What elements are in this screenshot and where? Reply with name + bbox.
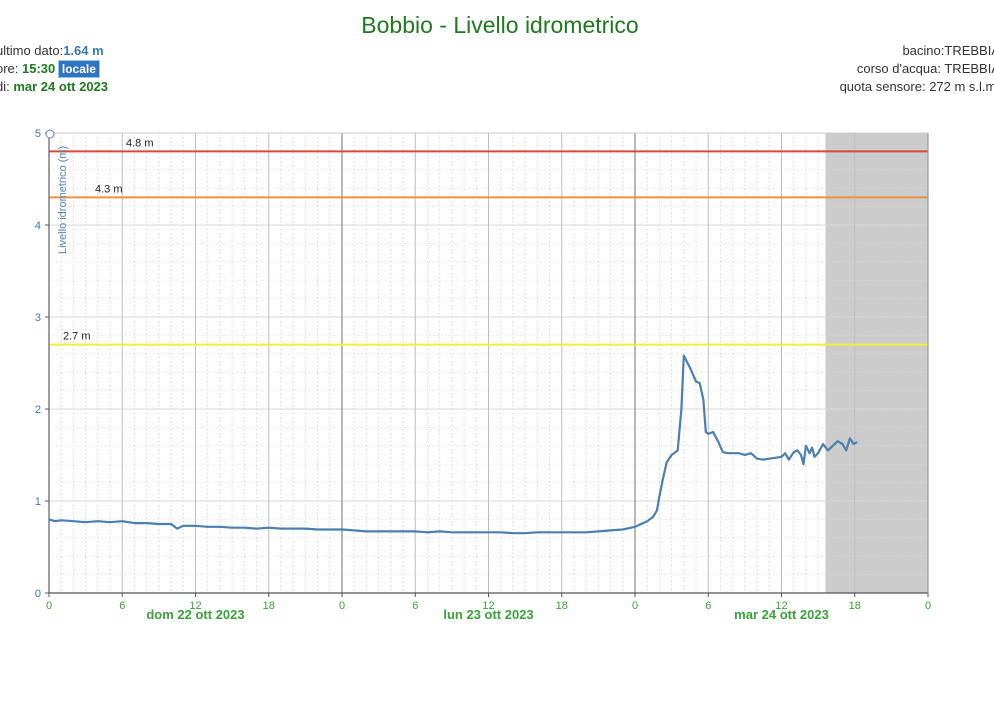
x-tick-label: 12 <box>775 600 787 612</box>
threshold-label: 4.8 m <box>126 137 154 149</box>
x-tick-label: 0 <box>925 600 931 612</box>
time-row: ore: 15:30 locale <box>0 60 108 78</box>
locale-badge[interactable]: locale <box>57 60 100 78</box>
series-line <box>48 354 858 535</box>
day-label: lun 23 ott 2023 <box>443 607 533 622</box>
chart-title: Bobbio - Livello idrometrico <box>361 12 639 38</box>
x-tick-label: 0 <box>632 600 638 612</box>
y-axis-label: Livello idrometrico (m) <box>57 146 69 254</box>
x-tick-label: 6 <box>412 600 418 612</box>
y-tick-label: 3 <box>35 312 41 324</box>
date-value: mar 24 ott 2023 <box>13 79 109 94</box>
x-tick-label: 0 <box>339 600 345 612</box>
y-tick-label: 1 <box>35 496 41 508</box>
x-tick-label: 6 <box>119 600 125 612</box>
day-label: dom 22 ott 2023 <box>146 607 244 622</box>
info-left: ultimo dato:1.64 m ore: 15:30 locale di:… <box>0 42 108 96</box>
corso-text: corso d'acqua: TREBBIA <box>856 61 994 76</box>
info-right: bacino:TREBBIA corso d'acqua: TREBBIA qu… <box>840 42 994 96</box>
x-tick-label: 6 <box>705 600 711 612</box>
last-data-label: ultimo dato: <box>0 43 64 58</box>
x-tick-label: 12 <box>482 600 494 612</box>
x-tick-label: 12 <box>189 600 201 612</box>
bacino-text: bacino:TREBBIA <box>902 43 994 58</box>
quota-text: quota sensore: 272 m s.l.m. <box>839 79 994 94</box>
date-label: di: <box>0 79 10 94</box>
threshold-label: 2.7 m <box>63 331 91 343</box>
day-label: mar 24 ott 2023 <box>734 607 829 622</box>
time-value: 15:30 <box>22 61 56 76</box>
last-data-row: ultimo dato:1.64 m <box>0 42 108 60</box>
x-tick-label: 18 <box>556 600 568 612</box>
threshold-label: 4.3 m <box>95 183 123 195</box>
date-row: di: mar 24 ott 2023 <box>0 78 108 96</box>
y-tick-label: 2 <box>35 404 41 416</box>
y-tick-label: 5 <box>35 128 41 140</box>
future-area <box>825 133 928 593</box>
last-data-value: 1.64 m <box>63 43 104 58</box>
y-tick-label: 4 <box>35 220 41 232</box>
y-tick-label: 0 <box>35 588 41 600</box>
x-tick-label: 18 <box>849 600 861 612</box>
zoom-reset-icon <box>45 129 55 139</box>
time-label: ore: <box>0 61 19 76</box>
x-tick-label: 0 <box>46 600 52 612</box>
x-tick-label: 18 <box>263 600 275 612</box>
